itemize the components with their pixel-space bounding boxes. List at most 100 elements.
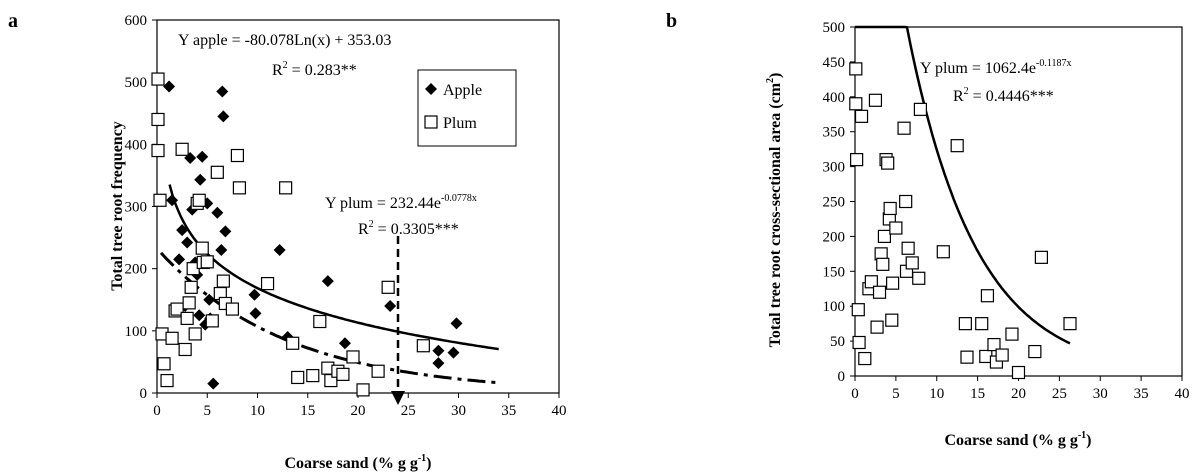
x-tick-label: 10 (929, 386, 944, 402)
plum-point (913, 102, 928, 116)
plum-point (872, 285, 887, 299)
plum-point (950, 139, 964, 153)
plum-r2: R2 = 0.3305*** (358, 219, 459, 238)
y-tick-label: 450 (823, 55, 846, 71)
plum-point (876, 257, 890, 271)
apple-point (432, 357, 445, 370)
x-tick-label: 25 (401, 403, 416, 419)
panel-b-letter: b (666, 10, 677, 32)
plum-point (995, 348, 1009, 362)
y-tick-label: 300 (125, 200, 148, 216)
panel-b-plum-r2-sup: 2 (964, 86, 969, 97)
panel-b-xlabel-main: Coarse sand (% g g (944, 432, 1077, 449)
plum-point (881, 156, 895, 170)
panel-a-legend: Apple Plum (417, 69, 517, 147)
plum-point (851, 303, 865, 317)
y-tick-label: 500 (823, 20, 846, 36)
x-tick-label: 35 (501, 403, 516, 419)
panel-b-plum-r2-end: = 0.4446*** (969, 88, 1054, 105)
plum-equation-main: Y plum = 232.44e (325, 195, 441, 212)
y-apple-fit-curve (168, 184, 499, 351)
plum-r2-end: = 0.3305*** (374, 221, 459, 238)
apple-point (176, 224, 189, 237)
panel-a-letter: a (8, 10, 18, 32)
apple-point (193, 309, 206, 322)
panel-b-ylabel-sup: 2 (765, 78, 776, 83)
y-tick-label: 300 (823, 160, 846, 176)
panel-b-xlabel-end: ) (1086, 432, 1091, 449)
apple-point (217, 110, 230, 123)
apple-point (384, 299, 397, 312)
legend-square-marker (424, 115, 438, 129)
x-tick-label: 35 (1134, 386, 1149, 402)
panel-b-axes: 0 5 10 15 20 25 30 35 40050100150200250300350400… (823, 20, 1190, 402)
x-tick-label: 0 (153, 403, 161, 419)
panel-b-plum-equation-sup: -0.1187x (1036, 58, 1071, 69)
panel-b-y-axis-label: Total tree root cross-sectional area (cm… (765, 73, 784, 348)
apple-point (215, 244, 228, 257)
y-tick-label: 350 (823, 125, 846, 141)
x-tick-label: 30 (451, 403, 466, 419)
x-tick-label: 25 (1052, 386, 1067, 402)
y-tick-label: 200 (125, 262, 148, 278)
y-tick-label: 0 (140, 386, 148, 402)
y-tick-label: 100 (823, 299, 846, 315)
plum-point (1005, 327, 1019, 341)
legend-diamond-marker (425, 83, 437, 95)
apple-point (163, 80, 176, 93)
plum-point (371, 364, 385, 378)
panel-a-xlabel-sup: -1 (418, 453, 426, 464)
panel-b-plum-r2-main: R (953, 88, 964, 105)
plum-point (854, 109, 869, 123)
panel-b-x-axis-label: Coarse sand (% g g-1) (944, 430, 1091, 449)
x-tick-label: 5 (204, 403, 212, 419)
apple-r2-end: = 0.283** (288, 62, 357, 79)
plum-point (306, 368, 320, 383)
plum-point (975, 317, 989, 331)
plum-point (958, 317, 972, 331)
plum-point (286, 336, 300, 350)
y-tick-label: 250 (823, 195, 846, 211)
plum-point (897, 121, 911, 135)
x-tick-label: 15 (970, 386, 985, 402)
plum-point (313, 314, 327, 329)
plum-point (175, 142, 189, 156)
x-tick-label: 20 (1011, 386, 1026, 402)
plum-point (868, 93, 883, 107)
plum-point (205, 314, 219, 328)
plum-equation-sup: -0.0778x (441, 193, 477, 204)
panel-a-xlabel-main: Coarse sand (% g g (284, 455, 417, 472)
x-tick-label: 5 (892, 386, 900, 402)
plum-point (870, 320, 884, 334)
panel-a-y-axis-label: Total tree root frequency (109, 121, 126, 291)
apple-point (338, 337, 351, 350)
plum-point (180, 311, 194, 325)
panel-b-ylabel-end: ) (767, 73, 784, 78)
plum-point (151, 143, 165, 158)
plum-point (192, 193, 206, 207)
apple-point (216, 85, 229, 98)
apple-point (450, 317, 463, 330)
apple-r2: R2 = 0.283** (272, 60, 357, 79)
apple-point (211, 206, 224, 219)
legend-box (417, 69, 517, 147)
plum-point (291, 370, 305, 385)
plum-point (987, 337, 1001, 352)
legend-apple-label: Apple (443, 82, 482, 99)
plum-point (178, 342, 192, 357)
apple-point (173, 253, 186, 266)
plum-point (849, 62, 863, 76)
plum-point (157, 357, 171, 371)
plum-point (901, 241, 915, 255)
panel-b-ylabel-main: Total tree root cross-sectional area (cm (767, 82, 784, 347)
plum-equation: Y plum = 232.44e-0.0778x (325, 193, 477, 212)
y-tick-label: 150 (823, 264, 846, 280)
x-tick-label: 30 (1093, 386, 1108, 402)
plum-point (151, 72, 165, 86)
plum-point (852, 335, 866, 350)
plum-point (210, 165, 224, 179)
plum-point (160, 373, 174, 388)
plum-point (883, 201, 897, 216)
